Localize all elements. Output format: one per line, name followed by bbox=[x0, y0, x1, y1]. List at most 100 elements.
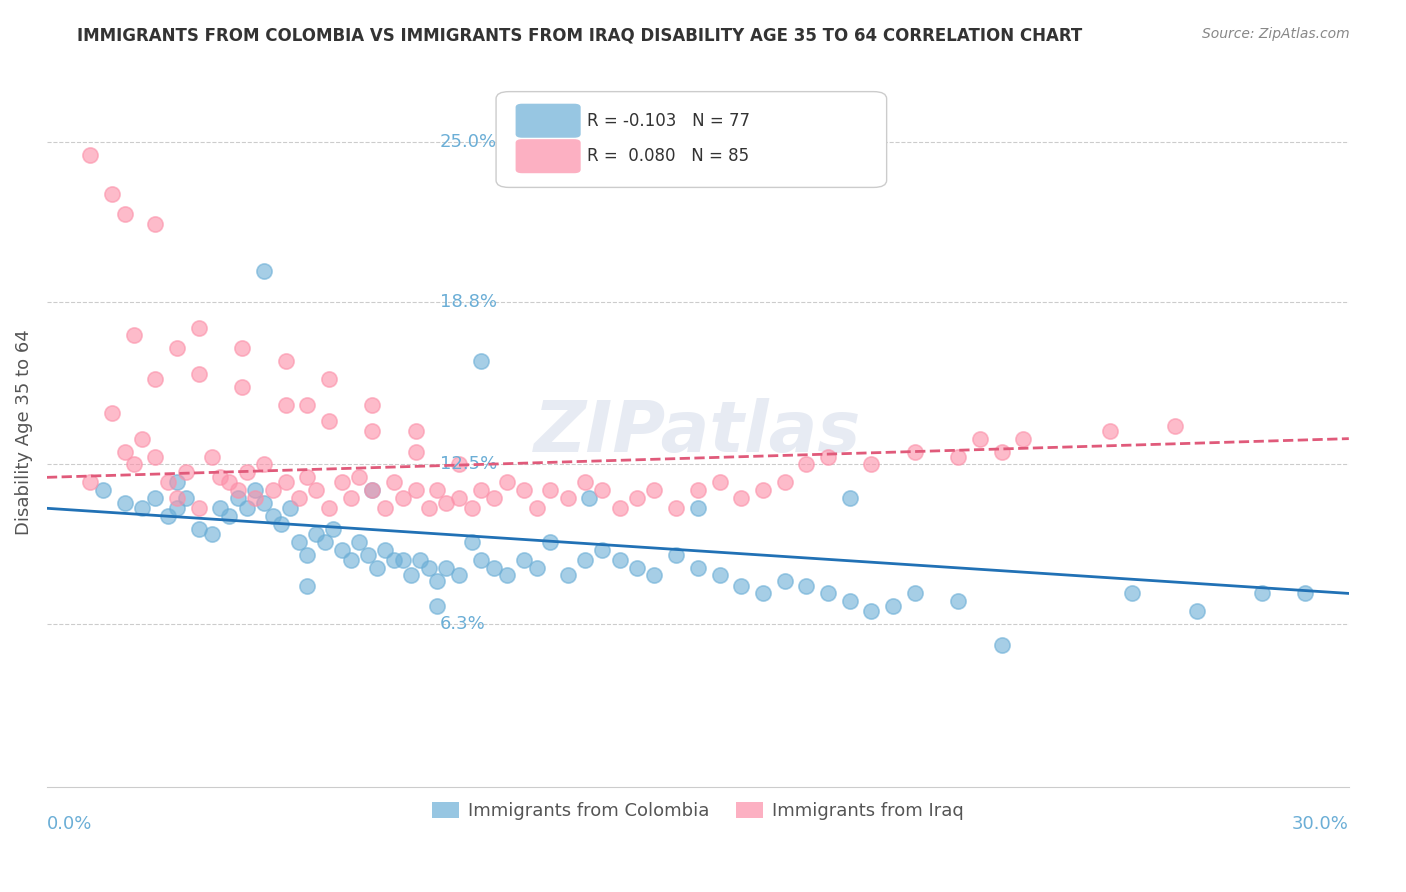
Point bbox=[609, 501, 631, 516]
Point bbox=[526, 501, 548, 516]
Point bbox=[157, 509, 180, 524]
Point bbox=[231, 342, 253, 356]
Point bbox=[449, 568, 471, 582]
Point bbox=[297, 579, 319, 593]
Text: 30.0%: 30.0% bbox=[1292, 815, 1348, 833]
Point bbox=[643, 483, 665, 498]
Point bbox=[274, 475, 297, 490]
Point bbox=[686, 560, 709, 574]
Point bbox=[330, 475, 353, 490]
Point bbox=[274, 354, 297, 368]
Point bbox=[838, 491, 860, 505]
Point bbox=[201, 450, 224, 464]
Point bbox=[391, 491, 413, 505]
Point bbox=[166, 491, 188, 505]
Point bbox=[174, 491, 197, 505]
Point bbox=[461, 501, 484, 516]
Point bbox=[513, 483, 536, 498]
Point bbox=[904, 444, 927, 458]
Point bbox=[209, 501, 232, 516]
Text: ZIPatlas: ZIPatlas bbox=[534, 398, 862, 467]
Point bbox=[145, 491, 167, 505]
Point bbox=[101, 186, 124, 201]
Point bbox=[496, 475, 519, 490]
Point bbox=[817, 450, 839, 464]
Point bbox=[157, 475, 180, 490]
Point bbox=[470, 553, 492, 567]
Text: R = -0.103   N = 77: R = -0.103 N = 77 bbox=[588, 112, 751, 129]
Point bbox=[122, 328, 145, 343]
Point bbox=[969, 432, 991, 446]
Point bbox=[297, 398, 319, 412]
Point bbox=[145, 450, 167, 464]
Point bbox=[626, 560, 648, 574]
Point bbox=[643, 568, 665, 582]
Point bbox=[382, 553, 405, 567]
Point bbox=[235, 465, 257, 479]
Point bbox=[187, 320, 209, 334]
Point bbox=[361, 483, 384, 498]
Point bbox=[187, 367, 209, 381]
Point bbox=[339, 553, 361, 567]
Point bbox=[114, 496, 136, 510]
Point bbox=[79, 475, 101, 490]
Point bbox=[391, 553, 413, 567]
Point bbox=[339, 491, 361, 505]
Point bbox=[201, 527, 224, 541]
Point bbox=[405, 444, 427, 458]
Point bbox=[318, 372, 340, 386]
Point bbox=[297, 548, 319, 562]
Point bbox=[948, 450, 970, 464]
Point bbox=[1012, 432, 1035, 446]
Point bbox=[166, 501, 188, 516]
Point bbox=[752, 483, 775, 498]
Point bbox=[948, 594, 970, 608]
Point bbox=[405, 483, 427, 498]
Point bbox=[101, 406, 124, 420]
Point bbox=[1251, 586, 1274, 600]
Point bbox=[330, 542, 353, 557]
Point bbox=[709, 568, 731, 582]
Point bbox=[1185, 605, 1208, 619]
Point bbox=[574, 475, 596, 490]
Point bbox=[990, 444, 1012, 458]
Point bbox=[374, 501, 396, 516]
Point bbox=[287, 534, 309, 549]
Point bbox=[79, 148, 101, 162]
Point bbox=[426, 599, 449, 614]
Point bbox=[538, 483, 561, 498]
Point bbox=[314, 534, 336, 549]
Point bbox=[318, 413, 340, 427]
Point bbox=[665, 501, 688, 516]
Point bbox=[1121, 586, 1143, 600]
Point bbox=[226, 491, 249, 505]
Point bbox=[752, 586, 775, 600]
Point bbox=[122, 458, 145, 472]
Point bbox=[235, 501, 257, 516]
Point bbox=[245, 491, 267, 505]
Point bbox=[262, 509, 284, 524]
Point bbox=[904, 586, 927, 600]
FancyBboxPatch shape bbox=[516, 103, 581, 137]
Text: 25.0%: 25.0% bbox=[440, 133, 498, 151]
Point bbox=[245, 483, 267, 498]
Point bbox=[626, 491, 648, 505]
Point bbox=[591, 483, 613, 498]
Point bbox=[470, 354, 492, 368]
FancyBboxPatch shape bbox=[496, 92, 887, 187]
Point bbox=[274, 398, 297, 412]
Point bbox=[882, 599, 904, 614]
Point bbox=[449, 458, 471, 472]
Point bbox=[231, 380, 253, 394]
Point bbox=[382, 475, 405, 490]
Point bbox=[426, 574, 449, 588]
Point bbox=[114, 207, 136, 221]
Point bbox=[322, 522, 344, 536]
Point bbox=[114, 444, 136, 458]
Point bbox=[796, 458, 818, 472]
Point bbox=[91, 483, 114, 498]
Point bbox=[318, 501, 340, 516]
Point bbox=[187, 522, 209, 536]
Point bbox=[860, 458, 883, 472]
Point bbox=[145, 372, 167, 386]
